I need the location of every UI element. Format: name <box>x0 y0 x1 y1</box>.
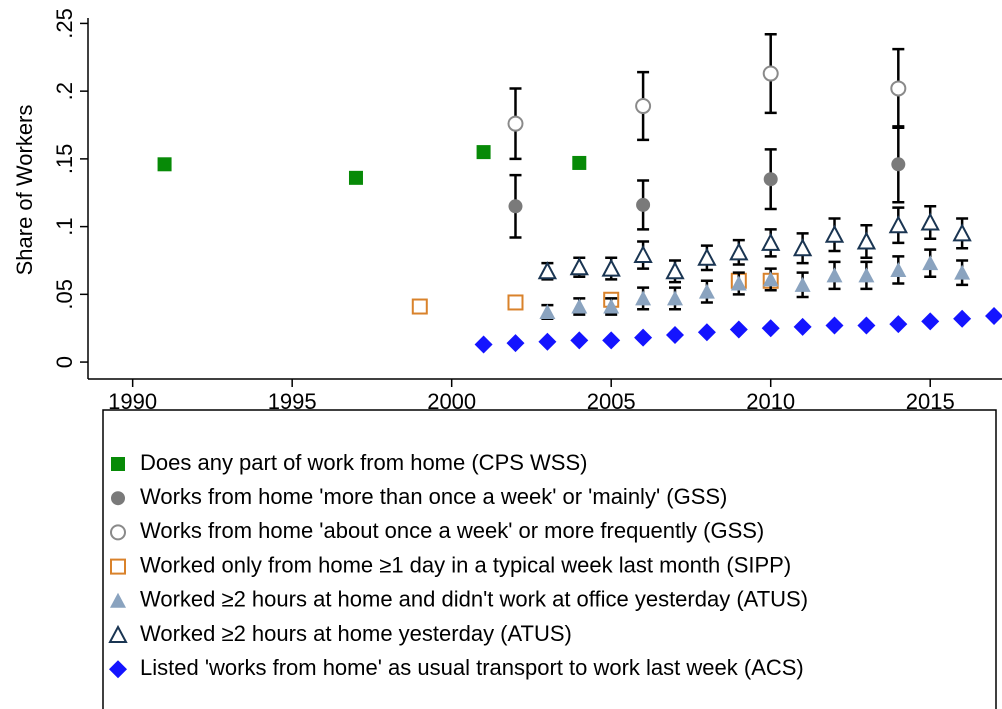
point <box>569 257 589 276</box>
point <box>697 247 717 266</box>
point <box>952 223 972 242</box>
point <box>537 261 558 280</box>
x-tick-label: 1995 <box>268 389 317 414</box>
y-tick-label: .25 <box>52 8 77 39</box>
point <box>601 258 621 277</box>
point <box>858 267 875 283</box>
point <box>922 255 939 271</box>
point <box>697 323 716 342</box>
y-tick-label: 0 <box>52 356 77 368</box>
legend-marker <box>108 624 128 643</box>
point <box>474 335 493 354</box>
point <box>763 172 778 187</box>
point <box>761 232 781 251</box>
point <box>698 283 715 299</box>
point <box>762 65 779 82</box>
y-tick-label: .05 <box>52 279 77 310</box>
point <box>824 224 845 243</box>
point <box>633 244 653 264</box>
point <box>856 231 877 250</box>
point <box>889 315 908 334</box>
point <box>730 275 747 291</box>
legend-label: Does any part of work from home (CPS WSS… <box>140 450 587 475</box>
point <box>921 312 940 331</box>
legend-label: Worked ≥2 hours at home yesterday (ATUS) <box>140 621 572 646</box>
point <box>793 317 812 336</box>
point <box>538 332 557 351</box>
legend-marker <box>109 660 127 679</box>
point <box>157 157 172 172</box>
point <box>953 309 972 328</box>
point <box>634 328 653 347</box>
point <box>570 331 589 350</box>
legend-label: Worked ≥2 hours at home and didn't work … <box>140 587 808 612</box>
legend-marker <box>111 457 125 471</box>
point <box>667 290 684 306</box>
point <box>348 170 363 185</box>
point <box>794 276 811 292</box>
legend-label: Worked only from home ≥1 day in a typica… <box>140 552 791 577</box>
legend-marker <box>111 491 125 506</box>
point <box>507 115 524 132</box>
legend-label: Listed 'works from home' as usual transp… <box>140 655 804 680</box>
legend-marker <box>110 524 126 541</box>
point <box>635 98 652 115</box>
point <box>507 294 524 311</box>
point <box>888 215 908 234</box>
x-tick-label: 2000 <box>427 389 476 414</box>
point <box>602 331 621 350</box>
point <box>666 325 685 344</box>
legend-label: Works from home 'about once a week' or m… <box>140 518 764 543</box>
y-tick-label: .1 <box>52 217 77 235</box>
point <box>920 212 940 231</box>
point <box>603 298 620 314</box>
point <box>826 267 843 283</box>
y-tick-label: .2 <box>52 82 77 100</box>
legend-label: Works from home 'more than once a week' … <box>140 484 727 509</box>
x-tick-label: 2005 <box>587 389 636 414</box>
point <box>954 264 971 280</box>
y-axis-label: Share of Workers <box>12 105 37 276</box>
point <box>890 261 907 277</box>
point <box>792 238 813 257</box>
point <box>762 271 779 287</box>
point <box>508 199 523 214</box>
y-tick-label: .15 <box>52 144 77 175</box>
point <box>729 242 749 261</box>
point <box>857 316 876 335</box>
x-tick-label: 2010 <box>746 389 795 414</box>
point <box>411 298 428 315</box>
x-tick-label: 2015 <box>906 389 955 414</box>
point <box>985 307 1002 326</box>
point <box>891 157 906 172</box>
point <box>572 155 587 170</box>
legend-box <box>102 409 997 709</box>
point <box>571 298 588 314</box>
point <box>890 80 907 97</box>
point <box>635 290 652 306</box>
x-tick-label: 1990 <box>108 389 157 414</box>
point <box>636 197 651 212</box>
legend-marker <box>110 592 126 608</box>
point <box>506 334 525 353</box>
legend-marker <box>110 558 126 575</box>
point <box>825 316 844 335</box>
point <box>665 261 685 280</box>
point <box>761 319 780 338</box>
point <box>729 320 748 339</box>
point <box>539 303 556 319</box>
point <box>476 145 491 160</box>
